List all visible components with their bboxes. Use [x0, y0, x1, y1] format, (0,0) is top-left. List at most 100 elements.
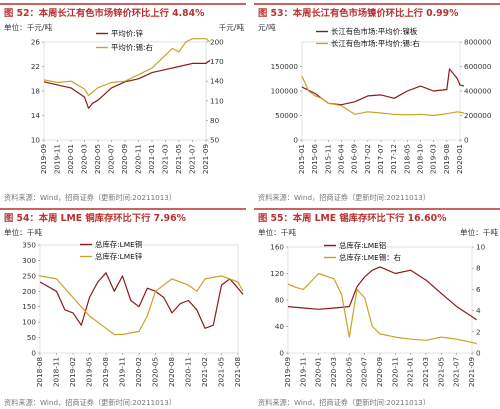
y-right-tick-label: 2	[476, 327, 481, 336]
x-tick-label: 2021-01	[147, 144, 156, 174]
x-tick-label: 2020-11	[390, 357, 399, 387]
x-tick-label: 2020-02	[134, 357, 143, 387]
y-left-tick-label: 300	[22, 256, 36, 265]
series-line-1	[43, 59, 211, 109]
y-left-tick-label: 120	[270, 269, 284, 278]
y-left-tick-label: 80	[275, 296, 285, 305]
y-left-tick-label: 200	[22, 287, 36, 296]
x-tick-label: 2020-09	[120, 144, 129, 174]
x-tick-label: 2019-02	[68, 357, 77, 387]
x-tick-label: 2017-02	[363, 144, 372, 174]
y-right-tick-label: 800000	[464, 38, 492, 47]
chart-fig52: 图 52：本周长江有色市场锌价环比上行 4.84% 单位：千元/吨 千元/吨 10 14…	[0, 3, 246, 202]
x-tick-label: 2020-09	[375, 357, 384, 387]
y-left-tick-label: 10	[31, 136, 41, 145]
x-tick-label: 2020-05	[93, 144, 102, 174]
x-tick-label: 2020-07	[107, 144, 116, 174]
chart-fig54: 图 54：本周 LME 铜库存环比下行 7.96% 单位：千吨 0 50 100 150 2…	[0, 208, 246, 407]
y-left-tick-label: 150	[22, 302, 36, 311]
y-left-tick-label: 100000	[271, 87, 299, 96]
y-right-tick-label: 110	[210, 96, 224, 105]
x-tick-label: 2020-03	[329, 357, 338, 387]
x-tick-label: 2019-11	[53, 144, 62, 174]
y-right-tick-label: 600000	[464, 62, 492, 71]
x-tick-label: 2020-01	[455, 144, 464, 174]
left-axis-unit: 单位：千元/吨	[4, 22, 53, 32]
x-tick-label: 2020-11	[184, 357, 193, 387]
source-note: 资料来源：Wind，招商证券（更新时间:20211013）	[258, 193, 430, 202]
y-right-tick-label: 400000	[464, 87, 492, 96]
x-tick-label: 2019-09	[39, 144, 48, 174]
x-tick-label: 2019-05	[85, 357, 94, 387]
series-line-2	[301, 76, 465, 117]
y-left-tick-label: 50	[27, 333, 37, 342]
x-tick-label: 2020-01	[314, 357, 323, 387]
x-tick-label: 2015-06	[310, 144, 319, 174]
plot-area	[43, 41, 207, 141]
source-note: 资料来源：Wind，招商证券（更新时间:20211013）	[4, 193, 176, 202]
chart-title: 图 55：本周 LME 锡库存环比下行 16.60%	[258, 212, 447, 224]
y-left-tick-label: 18	[31, 87, 41, 96]
series-line-2	[39, 275, 244, 336]
x-tick-label: 2016-04	[337, 144, 346, 174]
x-tick-label: 2021-02	[200, 357, 209, 387]
chart-title: 图 54：本周 LME 铜库存环比下行 7.96%	[4, 212, 187, 224]
x-tick-label: 2020-08	[167, 357, 176, 387]
panel-fig54: 图 54：本周 LME 铜库存环比下行 7.96% 单位：千吨 0 50 100 150 2…	[0, 205, 246, 409]
y-right-tick-label: 6	[476, 285, 481, 294]
x-tick-label: 2021-05	[174, 144, 183, 174]
legend-label-2: 平均价:锡:右	[111, 43, 153, 52]
x-tick-label: 2020-03	[80, 144, 89, 174]
x-tick-label: 2019-03	[429, 144, 438, 174]
y-right-tick-label: 8	[476, 264, 481, 273]
x-tick-label: 2018-11	[52, 357, 61, 387]
chart-fig55: 图 55：本周 LME 锡库存环比下行 16.60% 单位：千吨 单位：千吨 0 4 0 8…	[254, 208, 500, 407]
x-tick-label: 2019-11	[298, 357, 307, 387]
y-right-tick-label: 170	[210, 57, 224, 66]
panel-fig52: 图 52：本周长江有色市场锌价环比上行 4.84% 单位：千元/吨 千元/吨 10 14…	[0, 0, 246, 204]
legend-label-1: 平均价:锌	[111, 29, 144, 38]
series-line-2	[287, 272, 477, 345]
y-left-tick-label: 50000	[275, 111, 298, 120]
right-axis-unit: 千元/吨	[219, 22, 245, 32]
y-left-tick-label: 14	[31, 111, 41, 120]
legend-label-1: 总库存:LME铜	[95, 240, 142, 249]
x-tick-label: 2015-01	[297, 144, 306, 174]
x-tick-label: 2021-09	[467, 357, 476, 387]
y-left-tick-label: 0	[279, 349, 284, 358]
legend-label-2: 总库存:LME锡：右	[339, 253, 401, 262]
x-tick-label: 2018-05	[402, 144, 411, 174]
series-line-1	[39, 272, 244, 329]
y-right-tick-label: 80	[210, 116, 220, 125]
x-tick-label: 2019-09	[283, 357, 292, 387]
y-right-tick-label: 4	[476, 306, 481, 315]
x-tick-label: 2019-08	[442, 144, 451, 174]
y-right-tick-label: 200	[210, 38, 224, 47]
y-right-tick-label: 200000	[464, 111, 492, 120]
source-note: 资料来源：Wind，招商证券（更新时间:20211013）	[4, 398, 176, 407]
y-left-tick-label: 22	[31, 62, 40, 71]
panel-fig55: 图 55：本周 LME 锡库存环比下行 16.60% 单位：千吨 单位：千吨 0 4 0 8…	[254, 205, 500, 409]
x-tick-label: 2017-07	[376, 144, 385, 174]
left-axis-unit: 单位：千吨	[4, 227, 42, 237]
y-left-tick-label: 250	[22, 271, 36, 280]
x-tick-label: 2021-03	[161, 144, 170, 174]
left-axis-unit: 元/吨	[258, 22, 276, 32]
y-right-tick-label: 0	[476, 349, 481, 358]
x-tick-label: 2018-08	[35, 357, 44, 387]
y-left-tick-label: 350	[22, 241, 36, 250]
chart-title: 图 53：本周长江有色市场镍价环比上行 0.99%	[258, 7, 459, 19]
series-line-2	[43, 38, 211, 97]
legend-label-1: 长江有色市场:平均价:镍板	[331, 27, 418, 36]
legend-label-1: 总库存:LME铝	[339, 241, 386, 250]
right-axis-unit: 单位：千吨	[460, 227, 498, 237]
x-tick-label: 2020-11	[134, 144, 143, 174]
x-tick-label: 2019-11	[118, 357, 127, 387]
y-left-tick-label: 0	[31, 349, 36, 358]
x-tick-label: 2020-07	[360, 357, 369, 387]
left-axis-unit: 单位：千吨	[258, 227, 296, 237]
x-tick-label: 2020-01	[66, 144, 75, 174]
x-tick-label: 2021-07	[452, 357, 461, 387]
x-tick-label: 2015-11	[323, 144, 332, 174]
x-tick-label: 2016-09	[350, 144, 359, 174]
